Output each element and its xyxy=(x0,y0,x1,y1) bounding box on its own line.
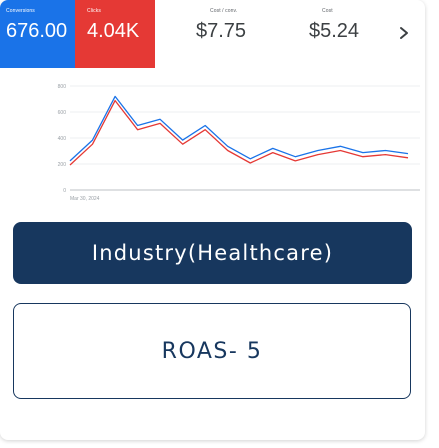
industry-button[interactable]: Industry(Healthcare) xyxy=(13,222,412,284)
metric-tabs: Conversions 676.00 Clicks 4.04K Cost / c… xyxy=(0,0,425,68)
metric-cost-per-conversion[interactable]: Cost / conv. $7.75 xyxy=(155,0,280,68)
metric-conversions[interactable]: Conversions 676.00 xyxy=(0,0,75,68)
x-tick-label: Mar 30, 2024 xyxy=(70,196,100,202)
metric-label: Cost / conv. xyxy=(210,8,238,14)
metric-label: Cost xyxy=(322,8,333,14)
metric-clicks[interactable]: Clicks 4.04K xyxy=(75,0,155,68)
y-tick-label: 200 xyxy=(58,162,67,168)
y-tick-label: 0 xyxy=(63,188,66,194)
series-line-blue xyxy=(69,95,409,162)
trend-chart: 800 600 400 200 0 Mar 30, 2024 xyxy=(58,84,420,202)
metric-value: $7.75 xyxy=(196,20,247,42)
performance-card: Conversions 676.00 Clicks 4.04K Cost / c… xyxy=(0,0,425,399)
chevron-right-icon[interactable] xyxy=(397,26,411,40)
metric-value: $5.24 xyxy=(309,20,360,42)
y-tick-label: 600 xyxy=(58,110,67,116)
metric-value: 4.04K xyxy=(87,20,140,42)
y-tick-label: 400 xyxy=(58,136,67,142)
metric-value: 676.00 xyxy=(6,20,68,42)
metric-label: Conversions xyxy=(6,8,35,14)
roas-button[interactable]: ROAS- 5 xyxy=(13,303,411,399)
series-line-red xyxy=(69,99,409,166)
metric-cost[interactable]: Cost $5.24 xyxy=(280,0,370,68)
metric-label: Clicks xyxy=(87,8,101,14)
y-tick-label: 800 xyxy=(58,84,67,90)
